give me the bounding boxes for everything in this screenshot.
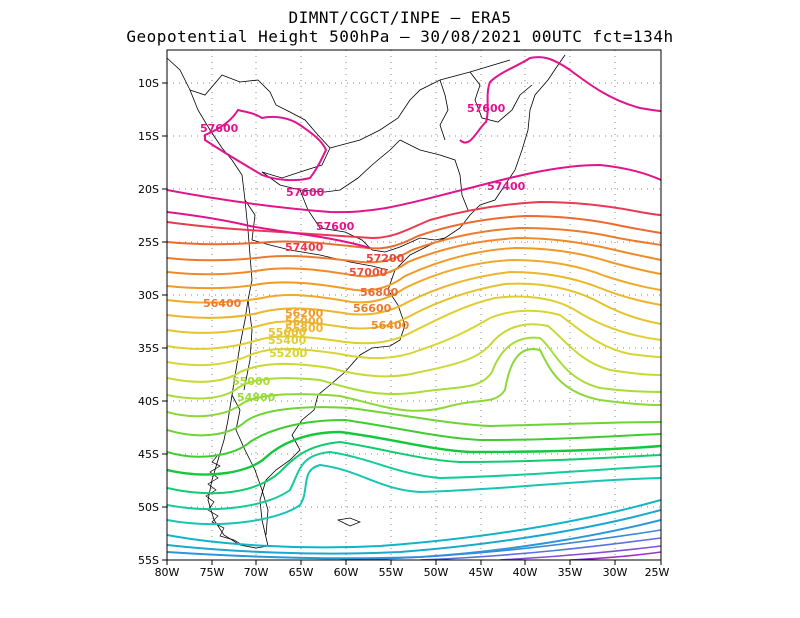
lon-tick-label: 70W bbox=[244, 566, 269, 579]
lat-tick-label: 45S bbox=[138, 448, 159, 461]
contour-label: 55200 bbox=[269, 347, 308, 360]
lat-tick-label: 40S bbox=[138, 395, 159, 408]
lat-tick-label: 25S bbox=[138, 236, 159, 249]
lat-tick-label: 10S bbox=[138, 77, 159, 90]
contour-label: 57600 bbox=[286, 186, 325, 199]
map-title-line-2: Geopotential Height 500hPa – 30/08/2021 … bbox=[126, 27, 674, 46]
lon-tick-label: 30W bbox=[603, 566, 628, 579]
contour-label: 56400 bbox=[203, 297, 242, 310]
lat-tick-label: 35S bbox=[138, 342, 159, 355]
contour-label: 57400 bbox=[285, 241, 324, 254]
lon-tick-label: 65W bbox=[289, 566, 314, 579]
high-contours bbox=[167, 56, 661, 249]
lat-tick-label: 50S bbox=[138, 501, 159, 514]
lat-tick-label: 15S bbox=[138, 130, 159, 143]
lon-tick-label: 25W bbox=[645, 566, 670, 579]
contour-labels: 57600 57600 57600 57600 57400 57400 5720… bbox=[200, 102, 526, 404]
lon-tick-label: 35W bbox=[558, 566, 583, 579]
lon-tick-label: 75W bbox=[200, 566, 225, 579]
contour-label: 57600 bbox=[200, 122, 239, 135]
contour-label: 56400 bbox=[371, 319, 410, 332]
height-contours bbox=[167, 200, 661, 560]
contour-label: 55800 bbox=[285, 322, 324, 335]
lat-tick-label: 30S bbox=[138, 289, 159, 302]
lon-tick-label: 40W bbox=[513, 566, 538, 579]
tick-marks bbox=[162, 82, 662, 565]
contour-label: 55400 bbox=[268, 334, 307, 347]
contour-label: 57600 bbox=[467, 102, 506, 115]
graticule bbox=[167, 50, 661, 560]
contour-label: 56800 bbox=[360, 286, 399, 299]
lon-tick-label: 50W bbox=[424, 566, 449, 579]
contour-label: 56000 bbox=[285, 315, 324, 328]
contour-label: 56200 bbox=[285, 307, 324, 320]
plot-area: 57600 57600 57600 57600 57400 57400 5720… bbox=[167, 50, 661, 560]
lon-tick-label: 60W bbox=[334, 566, 359, 579]
contour-label: 54800 bbox=[237, 391, 276, 404]
contour-label: 55600 bbox=[268, 326, 307, 339]
contour-label: 57200 bbox=[366, 252, 405, 265]
lon-tick-label: 45W bbox=[469, 566, 494, 579]
lon-tick-label: 80W bbox=[155, 566, 180, 579]
chile-fjords bbox=[205, 454, 361, 547]
contour-label: 57600 bbox=[316, 220, 355, 233]
contour-label: 55000 bbox=[232, 375, 271, 388]
longitude-labels: 80W 75W 70W 65W 60W 55W 50W 45W 40W 35W … bbox=[155, 566, 670, 579]
latitude-labels: 10S 15S 20S 25S 30S 35S 40S 45S 50S 55S bbox=[138, 77, 159, 567]
map-title-line-1: DIMNT/CGCT/INPE – ERA5 bbox=[288, 8, 512, 27]
contour-label: 56600 bbox=[353, 302, 392, 315]
plot-frame bbox=[166, 49, 662, 561]
lon-tick-label: 55W bbox=[379, 566, 404, 579]
contour-label: 57000 bbox=[349, 266, 388, 279]
contour-label: 57400 bbox=[487, 180, 526, 193]
lat-tick-label: 55S bbox=[138, 554, 159, 567]
lat-tick-label: 20S bbox=[138, 183, 159, 196]
